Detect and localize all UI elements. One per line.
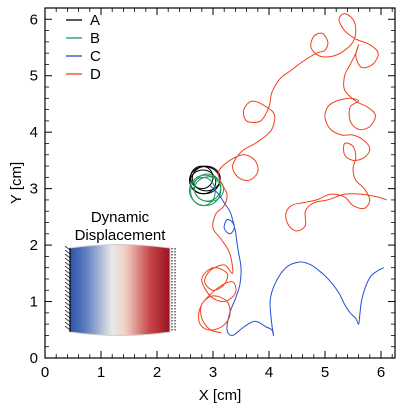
y-tick-label: 5 — [30, 68, 38, 85]
series-layer — [188, 13, 387, 337]
inset-hatch-mark — [64, 285, 71, 291]
inset-hatch-right — [171, 248, 176, 332]
y-tick-label: 4 — [30, 124, 38, 141]
inset-hatch-mark — [64, 309, 71, 315]
inset-hatch-mark — [64, 289, 71, 295]
inset-title-line2: Displacement — [75, 227, 167, 244]
x-axis: 0 1 2 3 4 5 6 — [41, 8, 393, 381]
series-B-loop-3 — [194, 176, 225, 203]
inset-hatch-mark — [64, 321, 71, 327]
x-tick-label: 5 — [321, 364, 329, 381]
inset-hatch-mark — [64, 281, 71, 287]
inset-hatch-mark — [64, 249, 71, 255]
series-D — [198, 13, 387, 334]
legend-label-B: B — [90, 30, 100, 47]
series-A-loop-2 — [191, 165, 221, 192]
y-tick-label: 0 — [30, 350, 38, 367]
inset-beam — [69, 244, 171, 336]
inset-hatch-mark — [64, 305, 71, 311]
legend-label-C: C — [90, 48, 101, 65]
y-tick-label: 1 — [30, 294, 38, 311]
inset-hatch-left — [64, 245, 71, 332]
inset-hatch-mark — [64, 269, 71, 275]
inset-hatch-mark — [64, 273, 71, 279]
series-B — [188, 173, 225, 207]
y-axis: 0 1 2 3 4 5 6 — [30, 7, 395, 367]
y-tick-label: 6 — [30, 11, 38, 28]
inset-figure: Dynamic Displacement — [64, 209, 176, 336]
series-A-loop-1 — [189, 169, 217, 195]
x-axis-label: X [cm] — [199, 387, 242, 404]
inset-hatch-mark — [64, 325, 71, 331]
inset-hatch-mark — [64, 317, 71, 323]
inset-hatch-mark — [64, 257, 71, 263]
inset-hatch-mark — [64, 301, 71, 307]
x-tick-label: 3 — [209, 364, 217, 381]
inset-hatch-mark — [64, 245, 71, 251]
series-B-loop-2 — [190, 176, 216, 207]
x-tick-label: 6 — [377, 364, 385, 381]
x-tick-label: 4 — [265, 364, 273, 381]
legend-label-A: A — [90, 12, 100, 29]
inset-hatch-mark — [64, 313, 71, 319]
inset-hatch-mark — [64, 293, 71, 299]
inset-hatch-mark — [64, 261, 71, 267]
x-tick-label: 0 — [41, 364, 49, 381]
y-axis-label: Y [cm] — [8, 162, 25, 204]
inset-hatch-mark — [64, 265, 71, 271]
y-tick-label: 3 — [30, 181, 38, 198]
series-D-line — [198, 13, 387, 334]
inset-hatch-mark — [64, 297, 71, 303]
series-C — [209, 185, 385, 337]
inset-hatch-mark — [64, 253, 71, 259]
x-tick-label: 1 — [97, 364, 105, 381]
x-tick-label: 2 — [153, 364, 161, 381]
series-C-line — [209, 185, 385, 337]
y-tick-label: 2 — [30, 237, 38, 254]
legend-label-D: D — [90, 66, 101, 83]
inset-hatch-mark — [64, 277, 71, 283]
inset-title-line1: Dynamic — [91, 209, 150, 226]
